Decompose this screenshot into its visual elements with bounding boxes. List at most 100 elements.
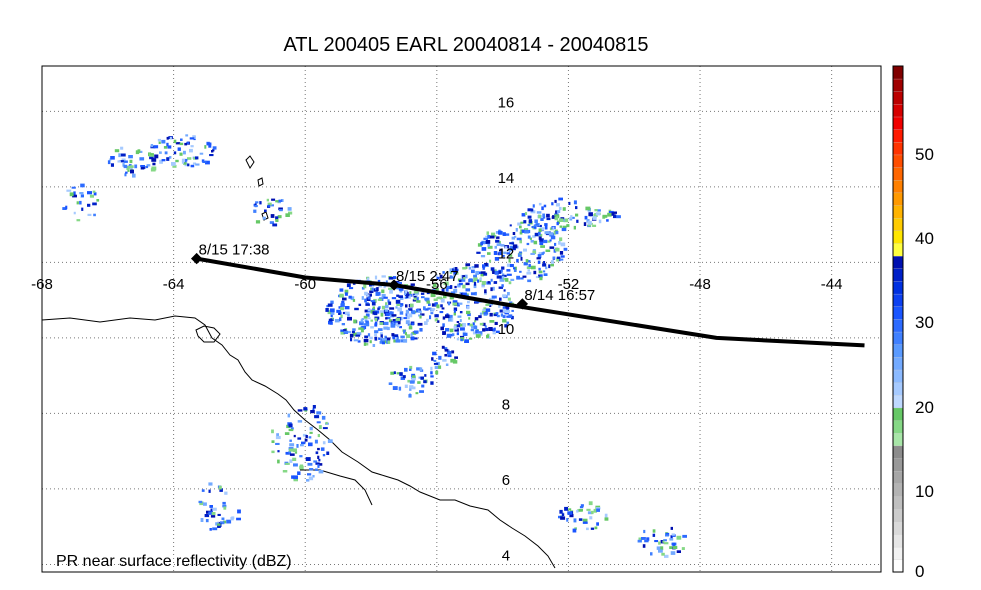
echo-pixel [385, 317, 391, 320]
echo-pixel [400, 339, 405, 343]
echo-pixel [596, 522, 599, 526]
echo-pixel [560, 516, 566, 520]
lon-label--48: -48 [689, 276, 711, 293]
echo-pixel [405, 320, 410, 325]
echo-pixel [453, 312, 456, 316]
echo-pixel [275, 200, 280, 203]
echo-pixel [470, 292, 476, 296]
echo-pixel [545, 266, 548, 270]
echo-pixel [646, 537, 650, 541]
echo-pixel [450, 334, 454, 337]
echo-pixel [453, 307, 458, 312]
echo-pixel [587, 511, 593, 515]
echo-pixel [297, 409, 303, 412]
echo-pixel [380, 313, 384, 317]
echo-pixel [656, 546, 662, 550]
echo-pixel [493, 313, 498, 317]
echo-pixel [129, 159, 133, 164]
echo-pixel [493, 281, 498, 284]
echo-pixel [308, 476, 314, 481]
echo-pixel [367, 310, 371, 313]
echo-pixel [364, 319, 368, 322]
echo-pixel [448, 352, 452, 357]
echo-pixel [353, 339, 359, 342]
echo-pixel [534, 219, 538, 224]
echo-pixel [402, 375, 406, 379]
echo-pixel [123, 164, 128, 169]
echo-pixel [502, 319, 507, 323]
echo-pixel [642, 544, 646, 548]
echo-pixel [211, 512, 216, 515]
echo-pixel [270, 204, 274, 207]
echo-pixel [438, 296, 442, 300]
echo-pixel [230, 516, 234, 521]
echo-pixel [360, 328, 364, 333]
echo-pixel [364, 298, 367, 303]
echo-pixel [495, 312, 499, 315]
echo-pixel [588, 501, 593, 506]
echo-pixel [339, 317, 342, 322]
echo-pixel [365, 302, 369, 305]
echo-pixel [559, 251, 564, 255]
echo-pixel [309, 431, 313, 434]
map-title: ATL 200405 EARL 20040814 - 20040815 [283, 34, 649, 56]
echo-pixel [543, 239, 548, 244]
echo-pixel [533, 270, 537, 275]
echo-pixel [381, 294, 386, 298]
echo-pixel [259, 201, 262, 205]
echo-pixel [376, 287, 379, 291]
echo-pixel [189, 137, 195, 140]
echo-pixel [364, 291, 368, 296]
echo-pixel [81, 194, 84, 198]
echo-pixel [403, 317, 407, 320]
echo-pixel [447, 301, 451, 306]
colorbar-swatch [892, 306, 904, 320]
echo-pixel [549, 246, 555, 249]
echo-pixel [217, 523, 221, 527]
echo-pixel [547, 240, 551, 243]
echo-pixel [300, 444, 304, 447]
echo-pixel [140, 166, 145, 170]
echo-pixel [411, 386, 416, 390]
echo-pixel [430, 375, 434, 378]
echo-pixel [306, 479, 310, 482]
echo-pixel [503, 251, 507, 254]
echo-pixel [377, 307, 380, 311]
echo-pixel [278, 207, 283, 211]
echo-pixel [510, 278, 515, 281]
echo-pixel [340, 307, 345, 311]
echo-pixel [161, 139, 166, 144]
echo-pixel [208, 482, 213, 486]
echo-pixel [433, 359, 437, 362]
echo-pixel [641, 537, 646, 540]
echo-pixel [479, 322, 484, 326]
echo-pixel [325, 421, 328, 425]
reflectivity-caption: PR near surface reflectivity (dBZ) [56, 553, 292, 570]
echo-pixel [301, 441, 306, 445]
echo-pixel [161, 159, 166, 162]
coastline-4 [257, 177, 264, 187]
echo-pixel [538, 274, 541, 278]
echo-pixel [613, 211, 617, 214]
echo-pixel [583, 222, 587, 226]
echo-pixel [451, 317, 454, 322]
echo-pixel [654, 540, 659, 543]
echo-pixel [443, 294, 447, 299]
echo-pixel [372, 308, 376, 311]
echo-pixel [322, 454, 326, 457]
coastline-3 [245, 155, 255, 169]
colorbar-swatch [892, 495, 904, 510]
echo-pixel [409, 368, 412, 371]
echo-pixel [408, 308, 413, 311]
echo-pixel [566, 518, 569, 522]
echo-pixel [500, 309, 503, 313]
echo-pixel [288, 448, 294, 452]
echo-pixel [205, 160, 210, 165]
echo-pixel [471, 269, 475, 274]
echo-pixel [71, 186, 76, 189]
echo-pixel [505, 306, 510, 310]
echo-pixel [435, 274, 438, 277]
echo-pixel [406, 295, 411, 299]
echo-pixel [415, 392, 419, 395]
echo-pixel [393, 339, 397, 343]
